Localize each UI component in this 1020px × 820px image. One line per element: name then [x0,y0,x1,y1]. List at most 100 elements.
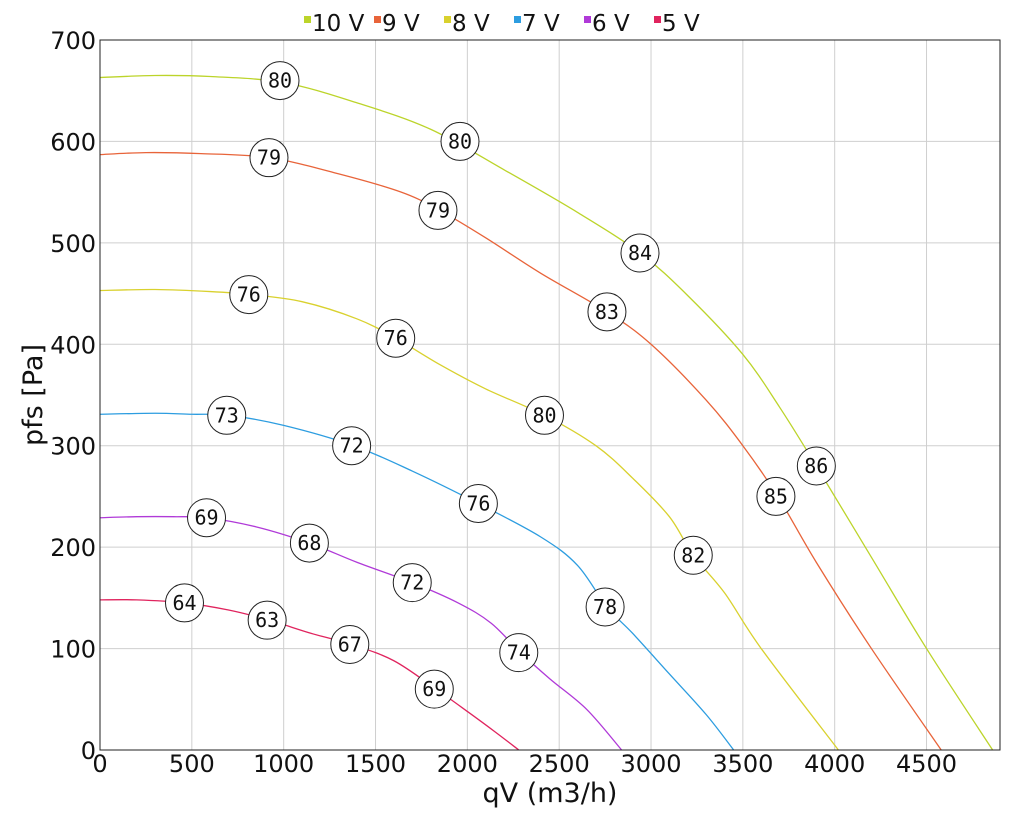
marker-label: 86 [804,454,828,478]
legend-swatch [584,16,591,23]
x-tick-label: 0 [92,750,107,778]
x-tick-label: 4000 [804,750,865,778]
x-tick-label: 3500 [712,750,773,778]
efficiency-marker: 69 [414,669,454,709]
marker-circle [458,484,498,524]
marker-label: 85 [764,484,788,508]
legend-swatch [374,16,381,23]
marker-circle [229,275,269,315]
marker-circle [524,395,564,435]
marker-label: 80 [268,69,292,93]
x-tick-label: 1500 [345,750,406,778]
legend-item: 8 V [444,11,490,37]
marker-circle [332,426,372,466]
marker-circle [249,138,289,178]
y-tick-label: 0 [81,737,96,765]
efficiency-marker: 80 [524,395,564,435]
efficiency-marker: 72 [332,426,372,466]
marker-circle [440,121,480,161]
marker-label: 79 [426,198,450,222]
legend: 10 V 9 V 8 V 7 V 6 V 5 V [304,11,700,37]
marker-label: 72 [340,434,364,458]
efficiency-marker: 76 [376,318,416,358]
marker-circle [376,318,416,358]
efficiency-marker: 74 [499,633,539,673]
marker-label: 76 [466,492,490,516]
y-tick-label: 300 [50,433,96,461]
efficiency-marker: 79 [249,138,289,178]
legend-label: 8 V [452,11,490,37]
efficiency-marker: 84 [620,233,660,273]
marker-circle [414,669,454,709]
efficiency-marker: 80 [260,61,300,101]
marker-circle [756,476,796,516]
y-tick-label: 500 [50,230,96,258]
efficiency-marker: 83 [587,292,627,332]
legend-label: 9 V [382,11,420,37]
marker-label: 68 [297,531,321,555]
efficiency-marker: 86 [796,446,836,486]
marker-label: 79 [257,146,281,170]
marker-circle [289,523,329,563]
series-line-5v [99,599,520,751]
series-line-6v [99,515,623,751]
y-tick-label: 100 [50,636,96,664]
marker-label: 80 [448,129,472,153]
x-tick-label: 4500 [896,750,957,778]
marker-label: 80 [532,403,556,427]
legend-swatch [654,16,661,23]
x-tick-label: 1000 [253,750,314,778]
x-axis-title: qV (m3/h) [483,778,618,809]
x-tick-label: 3000 [620,750,681,778]
marker-label: 64 [172,591,196,615]
marker-label: 73 [215,403,239,427]
marker-circle [187,498,227,538]
marker-circle [207,395,247,435]
marker-label: 74 [507,641,531,665]
efficiency-marker: 72 [392,563,432,603]
marker-circle [585,587,625,627]
marker-circle [499,633,539,673]
marker-circle [164,583,204,623]
legend-label: 10 V [312,11,365,37]
y-tick-label: 700 [50,27,96,55]
legend-label: 6 V [592,11,630,37]
grid [99,39,1000,751]
efficiency-marker: 73 [207,395,247,435]
marker-circle [620,233,660,273]
x-tick-label: 2000 [437,750,498,778]
legend-item: 7 V [514,11,560,37]
legend-item: 5 V [654,11,700,37]
marker-label: 82 [681,543,705,567]
y-tick-label: 200 [50,534,96,562]
marker-label: 76 [237,283,261,307]
marker-label: 72 [400,571,424,595]
plot-frame [99,39,1001,751]
x-tick-label: 2500 [529,750,590,778]
legend-item: 10 V [304,11,365,37]
efficiency-marker: 82 [673,535,713,575]
y-tick-label: 400 [50,331,96,359]
efficiency-marker: 67 [330,625,370,665]
marker-circle [796,446,836,486]
marker-label: 63 [255,608,279,632]
markers-group: 80 80 84 86 79 79 83 85 76 76 80 82 73 72 76 78 69 68 72 74… [164,61,836,709]
marker-label: 67 [338,633,362,657]
efficiency-marker: 78 [585,587,625,627]
marker-circle [247,600,287,640]
marker-circle [260,61,300,101]
efficiency-marker: 63 [247,600,287,640]
legend-label: 7 V [522,11,560,37]
marker-label: 78 [593,595,617,619]
legend-item: 9 V [374,11,420,37]
efficiency-marker: 64 [164,583,204,623]
efficiency-marker: 85 [756,476,796,516]
efficiency-marker: 76 [229,275,269,315]
x-axis-ticks: 0 500 1000 1500 2000 2500 3000 3500 4000 4500 [92,750,957,778]
y-axis-ticks: 0 100 200 300 400 500 600 700 [50,27,96,765]
marker-label: 83 [595,300,619,324]
marker-circle [587,292,627,332]
efficiency-marker: 76 [458,484,498,524]
legend-label: 5 V [662,11,700,37]
